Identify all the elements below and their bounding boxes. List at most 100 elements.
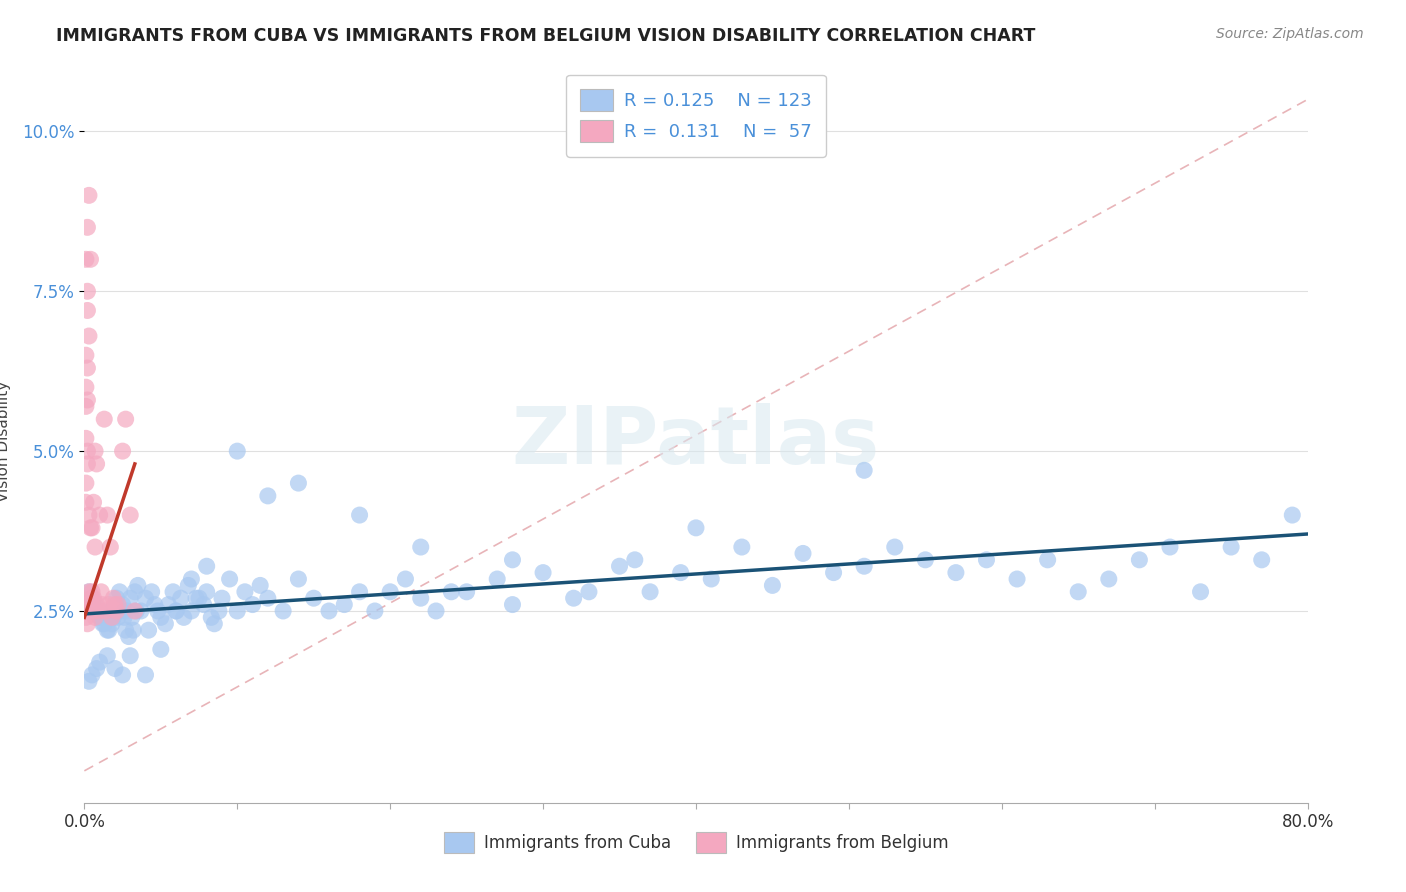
Point [76,604,98,618]
Point [364,604,387,618]
Point [124,604,146,618]
Point [89,655,111,669]
Point [84,540,107,554]
Point [89,508,111,522]
Point [226,444,249,458]
Point [91,598,114,612]
Point [90,584,112,599]
Point [75,495,97,509]
Point [84,444,107,458]
Text: ZIPatlas: ZIPatlas [512,402,880,481]
Point [149,642,172,657]
Point [77,188,100,202]
Point [86,598,108,612]
Point [107,610,129,624]
Point [125,604,148,618]
Text: Source: ZipAtlas.com: Source: ZipAtlas.com [1216,27,1364,41]
Point [761,578,783,592]
Point [86,457,108,471]
Point [208,604,231,618]
Point [79,591,101,606]
Point [80,584,103,599]
Point [112,610,135,624]
Point [1098,572,1121,586]
Point [165,604,187,618]
Point [76,616,98,631]
Point [115,604,138,618]
Point [87,604,110,618]
Point [80,521,103,535]
Point [1036,553,1059,567]
Point [104,598,127,612]
Point [111,668,134,682]
Point [97,623,120,637]
Point [425,604,447,618]
Point [976,553,998,567]
Point [853,559,876,574]
Point [669,566,692,580]
Point [101,610,124,624]
Point [105,604,128,618]
Point [77,674,100,689]
Point [118,630,141,644]
Point [624,553,647,567]
Point [638,584,661,599]
Point [502,598,524,612]
Point [77,329,100,343]
Point [1281,508,1303,522]
Point [218,572,240,586]
Point [96,623,118,637]
Point [73,604,96,618]
Point [75,252,97,267]
Point [105,591,128,606]
Point [141,584,163,599]
Point [91,616,114,631]
Point [1250,553,1272,567]
Point [1005,572,1028,586]
Point [76,392,98,407]
Point [108,584,131,599]
Point [77,584,100,599]
Point [165,604,187,618]
Point [143,598,166,612]
Point [170,591,193,606]
Point [104,661,127,675]
Point [502,553,524,567]
Point [456,584,478,599]
Point [93,412,115,426]
Point [157,598,180,612]
Point [188,591,211,606]
Point [1067,584,1090,599]
Point [700,572,723,586]
Point [180,604,202,618]
Point [257,489,280,503]
Point [124,584,146,599]
Point [349,584,371,599]
Point [87,604,110,618]
Point [80,591,103,606]
Point [1128,553,1150,567]
Point [193,598,215,612]
Point [257,591,280,606]
Point [945,566,967,580]
Point [77,584,100,599]
Point [883,540,905,554]
Point [440,584,463,599]
Point [79,521,101,535]
Point [76,457,98,471]
Point [110,604,132,618]
Point [80,668,103,682]
Point [76,444,98,458]
Point [75,380,97,394]
Point [94,604,117,618]
Point [103,591,125,606]
Point [96,508,118,522]
Point [380,584,402,599]
Point [1189,584,1212,599]
Point [83,495,105,509]
Point [792,546,814,560]
Point [242,598,264,612]
Point [394,572,416,586]
Point [97,598,120,612]
Point [914,553,936,567]
